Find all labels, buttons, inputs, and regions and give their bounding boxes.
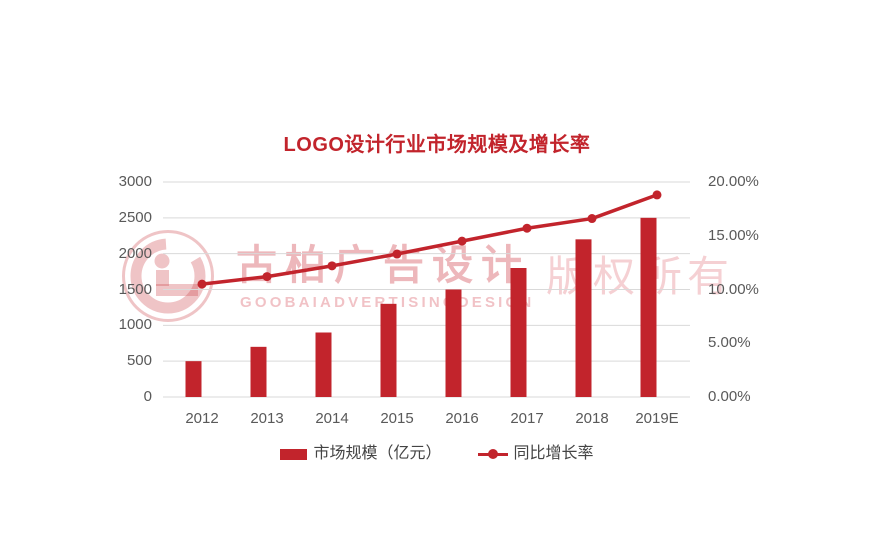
x-axis-label-2018: 2018 — [575, 410, 609, 427]
line-marker-2013 — [262, 272, 272, 282]
line-marker-2012 — [197, 279, 207, 289]
x-axis-label-2014: 2014 — [315, 410, 349, 427]
legend-item-market-size: 市场规模（亿元） — [280, 444, 442, 464]
left-axis-tick-1000: 1000 — [118, 316, 152, 334]
x-axis-label-2013: 2013 — [250, 410, 284, 427]
right-axis-tick-20.00%: 20.00% — [708, 173, 759, 190]
x-axis-label-2015: 2015 — [380, 410, 414, 427]
bar-2019E — [640, 217, 657, 397]
line-marker-2018 — [587, 214, 597, 224]
x-axis-label-2019E: 2019E — [635, 410, 679, 427]
line-marker-2015 — [392, 249, 402, 259]
right-axis-tick-10.00%: 10.00% — [708, 280, 759, 298]
growth-rate-line — [201, 193, 658, 286]
bar-2012 — [185, 361, 202, 397]
left-axis-tick-3000: 3000 — [118, 173, 152, 190]
line-marker-2017 — [522, 223, 532, 233]
line-marker-2019E — [652, 190, 662, 200]
bar-2015 — [380, 303, 397, 397]
bar-2014 — [315, 332, 332, 397]
left-axis-tick-500: 500 — [126, 352, 152, 370]
left-axis-tick-2000: 2000 — [118, 244, 152, 262]
chart-title: LOGO设计行业市场规模及增长率 — [283, 134, 591, 156]
right-axis-tick-5.00%: 5.00% — [708, 334, 751, 352]
legend: 市场规模（亿元） 同比增长率 — [163, 443, 711, 465]
right-axis-tick-15.00%: 15.00% — [708, 226, 759, 244]
legend-item-growth-rate: 同比增长率 — [477, 444, 594, 464]
left-axis-tick-0: 0 — [143, 388, 152, 405]
line-marker-2014 — [327, 261, 337, 271]
bar-2018 — [575, 239, 592, 397]
legend-label-market-size: 市场规模（亿元） — [313, 445, 442, 462]
right-axis-tick-0.00%: 0.00% — [708, 388, 751, 405]
legend-label-growth-rate: 同比增长率 — [513, 445, 594, 462]
bar-2016 — [445, 289, 462, 397]
bar-2017 — [510, 268, 527, 397]
left-axis-tick-2500: 2500 — [118, 208, 152, 226]
x-axis-label-2012: 2012 — [185, 410, 219, 427]
bar-series-swatch-icon — [280, 448, 308, 460]
left-axis-tick-1500: 1500 — [118, 280, 152, 298]
x-axis-label-2017: 2017 — [510, 410, 544, 427]
line-series-swatch-icon — [477, 448, 508, 460]
x-axis-label-2016: 2016 — [445, 410, 479, 427]
bar-2013 — [250, 346, 267, 397]
line-marker-2016 — [457, 236, 467, 246]
